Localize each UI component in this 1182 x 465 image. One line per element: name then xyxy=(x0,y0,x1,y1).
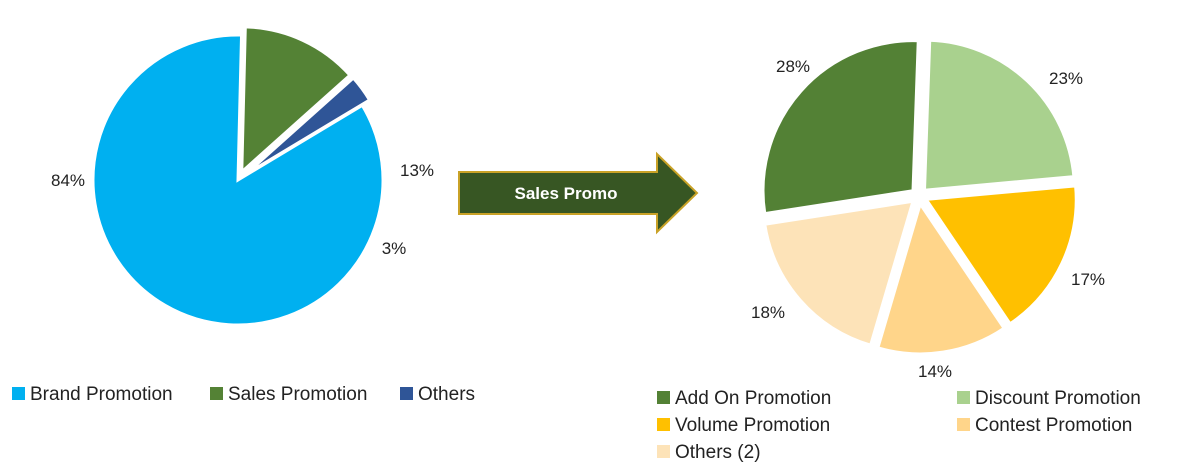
legend-swatch-discount-promotion xyxy=(957,391,970,404)
sales-promo-breakdown-pie-chart: 23% 17% 14% 18% 28% xyxy=(751,38,1105,381)
legend-label-others: Others xyxy=(418,384,475,405)
pie-slice-brand-promotion xyxy=(91,33,385,327)
legend-label-sales-promotion: Sales Promotion xyxy=(228,384,367,405)
pie-slice-others xyxy=(244,75,372,176)
data-label-brand-promotion: 84% xyxy=(51,171,85,190)
legend-label-others-2: Others (2) xyxy=(675,442,761,463)
data-label-volume-promotion: 17% xyxy=(1071,270,1105,289)
data-label-others: 3% xyxy=(382,239,407,258)
pie-slice-add-on-promotion xyxy=(761,39,920,216)
chart2-legend: Add On Promotion Discount Promotion Volume… xyxy=(657,388,1141,463)
legend-label-brand-promotion: Brand Promotion xyxy=(30,384,173,405)
legend-label-add-on-promotion: Add On Promotion xyxy=(675,388,831,409)
arrow-label: Sales Promo xyxy=(515,184,618,203)
chart1-legend: Brand Promotion Sales Promotion Others xyxy=(12,384,475,405)
pie-slice-sales-promotion xyxy=(240,25,352,176)
data-label-add-on-promotion: 28% xyxy=(776,57,810,76)
legend-label-volume-promotion: Volume Promotion xyxy=(675,415,830,436)
legend-swatch-add-on-promotion xyxy=(657,391,670,404)
legend-swatch-volume-promotion xyxy=(657,418,670,431)
sales-promo-arrow: Sales Promo xyxy=(458,151,699,235)
legend-swatch-sales-promotion xyxy=(210,387,223,400)
pie-slice-contest-promotion xyxy=(876,200,1007,356)
legend-label-discount-promotion: Discount Promotion xyxy=(975,388,1141,409)
pie-slice-discount-promotion xyxy=(922,38,1076,192)
brand-vs-sales-pie-chart: 84% 13% 3% xyxy=(51,25,434,327)
legend-swatch-contest-promotion xyxy=(957,418,970,431)
legend-label-contest-promotion: Contest Promotion xyxy=(975,415,1132,436)
data-label-sales-promotion: 13% xyxy=(400,161,434,180)
legend-swatch-brand-promotion xyxy=(12,387,25,400)
pie-slice-others-2 xyxy=(763,199,916,348)
arrow-shape xyxy=(458,151,699,235)
legend-swatch-others-2 xyxy=(657,445,670,458)
pie-slice-volume-promotion xyxy=(923,184,1078,326)
legend-swatch-others xyxy=(400,387,413,400)
data-label-contest-promotion: 14% xyxy=(918,362,952,381)
data-label-others-2: 18% xyxy=(751,303,785,322)
data-label-discount-promotion: 23% xyxy=(1049,69,1083,88)
